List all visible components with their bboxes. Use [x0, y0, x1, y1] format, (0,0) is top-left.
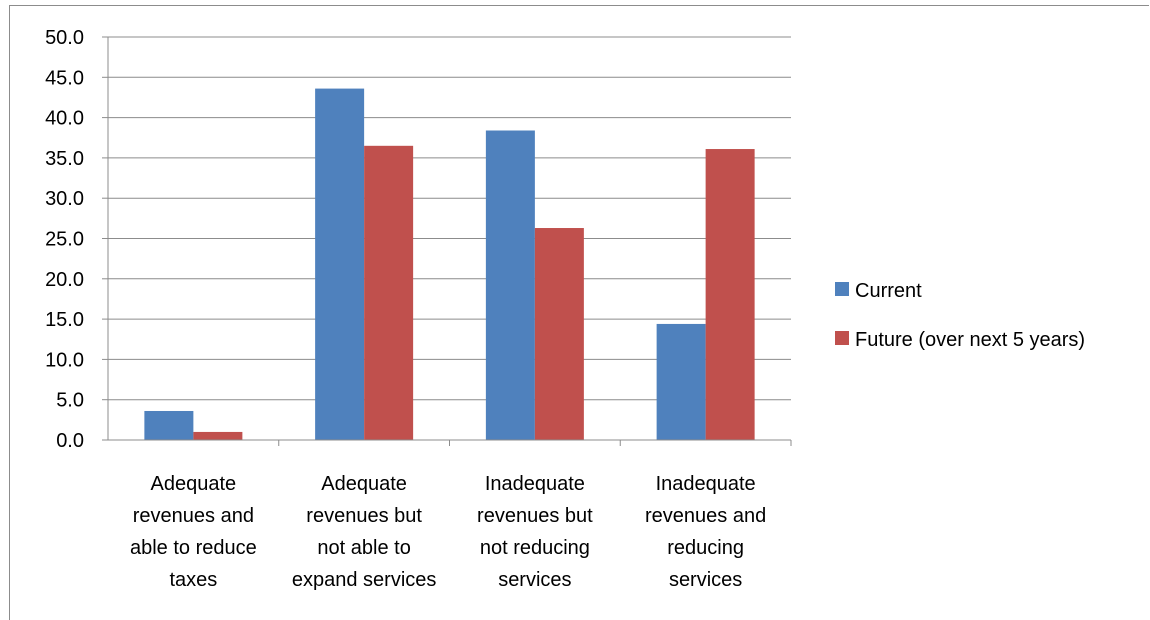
legend: Current Future (over next 5 years): [835, 280, 1085, 351]
bar-current-2: [315, 88, 365, 441]
y-tick-label: 30.0: [45, 188, 84, 210]
bars: [144, 88, 755, 441]
x-category-label: Inadequate revenues but not reducing servic…: [477, 473, 593, 591]
axes: [102, 36, 792, 446]
bar-current-4: [656, 323, 706, 440]
y-tick-label: 15.0: [45, 309, 84, 331]
x-category-label-line: revenues but: [477, 505, 593, 527]
x-category-label-line: revenues but: [306, 505, 422, 527]
bar-current-1: [144, 410, 194, 440]
x-category-label-line: able to reduce: [130, 537, 257, 559]
bar-current-3: [485, 130, 535, 440]
x-category-label: Adequate revenues and able to reduce taxes: [130, 473, 257, 591]
x-category-label-line: expand services: [292, 569, 437, 591]
x-category-label-line: Adequate: [321, 473, 407, 495]
x-category-label-line: revenues and: [645, 505, 766, 527]
x-category-label: Inadequate revenues and reducing services: [645, 473, 766, 591]
y-tick-label: 20.0: [45, 269, 84, 291]
x-category-label-line: not reducing: [480, 537, 590, 559]
y-tick-label: 0.0: [56, 430, 84, 452]
legend-swatch-future: [835, 331, 849, 345]
y-tick-label: 40.0: [45, 108, 84, 130]
x-category-label-line: taxes: [169, 569, 217, 591]
x-category-label-line: reducing: [667, 537, 744, 559]
x-category-label-line: revenues and: [133, 505, 254, 527]
y-tick-label: 5.0: [56, 390, 84, 412]
bar-future-2: [364, 145, 414, 440]
x-category-label-line: Inadequate: [485, 473, 585, 495]
x-category-label-line: not able to: [317, 537, 410, 559]
legend-swatch-current: [835, 282, 849, 296]
x-category-label-line: services: [669, 569, 742, 591]
y-tick-labels: 0.0 5.0 10.0 15.0 20.0 25.0 30.0 35.0 40.0 45.0 50…: [45, 27, 84, 452]
x-category-label-line: services: [498, 569, 571, 591]
x-category-label: Adequate revenues but not able to expand se…: [292, 473, 437, 591]
y-tick-label: 45.0: [45, 67, 84, 89]
x-category-labels: Adequate revenues and able to reduce taxesA…: [130, 473, 766, 591]
x-category-label-line: Inadequate: [656, 473, 756, 495]
bar-future-3: [534, 228, 584, 440]
bar-future-4: [705, 149, 755, 440]
bar-future-1: [193, 431, 243, 440]
legend-label-current: Current: [855, 280, 922, 302]
y-tick-label: 25.0: [45, 229, 84, 251]
y-tick-label: 35.0: [45, 148, 84, 170]
y-tick-label: 50.0: [45, 27, 84, 49]
x-category-label-line: Adequate: [151, 473, 237, 495]
legend-label-future: Future (over next 5 years): [855, 329, 1085, 351]
y-tick-label: 10.0: [45, 349, 84, 371]
